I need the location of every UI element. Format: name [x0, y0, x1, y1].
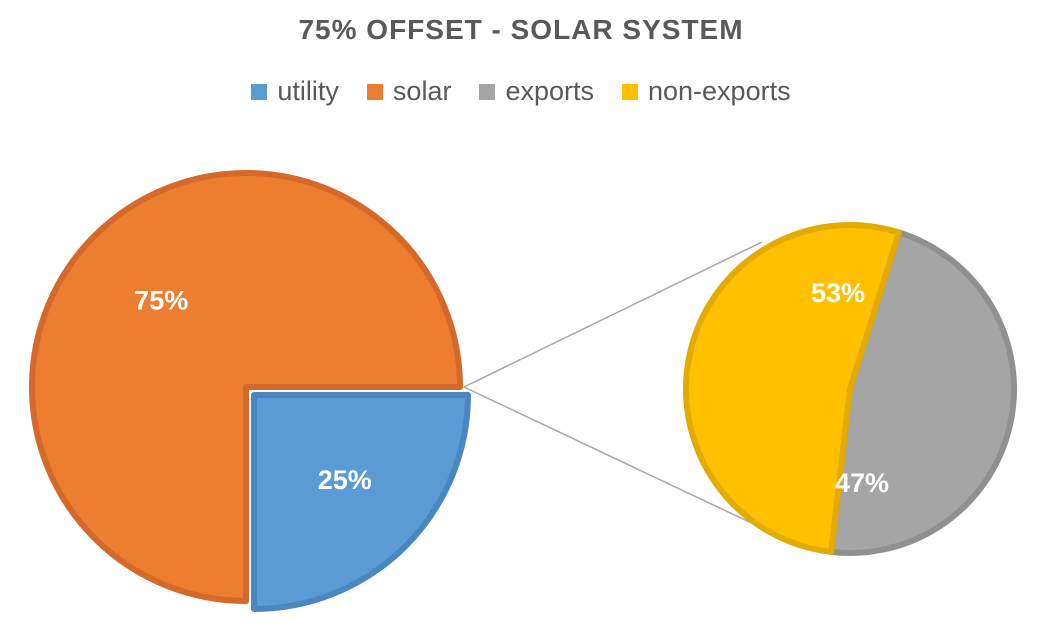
- data-label-solar: 75%: [134, 285, 188, 315]
- legend: utility solar exports non-exports: [0, 76, 1042, 107]
- connector-line-top: [463, 241, 763, 388]
- connector-line-bottom: [463, 386, 763, 529]
- legend-swatch-utility: [251, 83, 268, 100]
- chart-title: 75% OFFSET - SOLAR SYSTEM: [298, 14, 744, 45]
- data-label-utility: 25%: [318, 465, 372, 495]
- legend-swatch-non-exports: [622, 83, 638, 100]
- legend-item-exports[interactable]: exports: [479, 76, 594, 107]
- legend-label-utility: utility: [277, 76, 339, 106]
- pie-slice-utility: [251, 392, 471, 612]
- legend-label-non-exports: non-exports: [648, 76, 791, 106]
- legend-swatch-exports: [479, 83, 496, 100]
- legend-item-non-exports[interactable]: non-exports: [622, 76, 791, 107]
- legend-swatch-solar: [366, 83, 383, 100]
- data-label-non-exports: 53%: [811, 278, 865, 308]
- legend-item-solar[interactable]: solar: [366, 76, 452, 107]
- pie-slice-non-exports: [683, 222, 903, 555]
- legend-label-solar: solar: [392, 76, 452, 106]
- data-label-exports: 47%: [835, 468, 889, 498]
- legend-label-exports: exports: [505, 76, 594, 106]
- legend-item-utility[interactable]: utility: [251, 76, 339, 107]
- pie-slice-solar: [29, 170, 463, 604]
